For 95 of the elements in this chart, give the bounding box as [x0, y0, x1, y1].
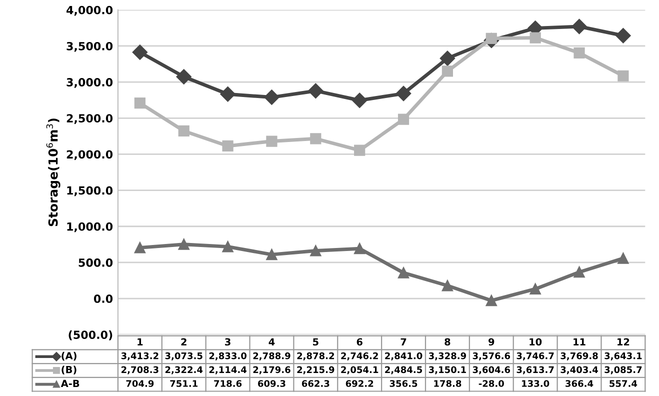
point [132, 44, 148, 60]
data-label: 2,484.5 [385, 366, 422, 374]
point [616, 28, 631, 44]
y-tick-label: 1,000.0 [67, 222, 113, 232]
y-tick-label: 4,000.0 [66, 6, 113, 16]
data-label: 718.6 [214, 380, 242, 387]
data-label: 2,179.6 [253, 366, 290, 374]
data-label: 3,085.7 [604, 366, 642, 374]
x-tick-label: 8 [444, 338, 450, 346]
data-label: 3,150.1 [428, 366, 466, 374]
y-tick-label: 3,500.0 [66, 42, 113, 52]
data-label: 178.8 [434, 380, 462, 387]
point [222, 241, 234, 252]
y-tick-label: 1,500.0 [67, 186, 113, 196]
point [398, 114, 410, 125]
legend-label: (A) [62, 352, 76, 361]
data-label: 751.1 [170, 380, 198, 387]
point [222, 140, 234, 152]
y-tick-label: 2,000.0 [66, 150, 113, 160]
data-label: 3,328.9 [428, 352, 466, 360]
data-label: 2,322.4 [165, 366, 203, 374]
data-label: 2,833.0 [209, 352, 246, 360]
point [308, 83, 324, 98]
data-label: -28.0 [478, 380, 504, 387]
point [220, 86, 236, 102]
point [486, 295, 497, 306]
point [572, 18, 587, 34]
x-tick-label: 12 [618, 338, 630, 346]
point [354, 243, 366, 254]
point [574, 266, 585, 278]
y-tick-label: 500.0 [78, 258, 113, 267]
data-label: 692.2 [346, 380, 374, 387]
x-tick-label: 10 [530, 338, 542, 346]
x-tick-label: 5 [313, 338, 318, 346]
y-tick-label: 2,500.0 [66, 114, 113, 124]
point [266, 136, 278, 147]
data-label: 3,413.2 [121, 352, 158, 360]
data-label: 2,215.9 [297, 366, 334, 374]
data-label: 3,073.5 [165, 352, 202, 360]
point [530, 32, 541, 44]
point [440, 50, 456, 66]
point [352, 92, 368, 108]
data-label: 2,788.9 [253, 352, 290, 360]
data-label: 2,054.1 [341, 366, 378, 374]
x-tick-label: 2 [181, 338, 186, 346]
x-tick-label: 6 [356, 338, 362, 346]
point [310, 245, 322, 256]
data-label: 3,576.6 [472, 352, 510, 360]
data-label: 609.3 [258, 380, 286, 387]
point [178, 125, 190, 137]
y-axis-title: Storage(10$^{6}$m$^{3}$) [46, 118, 60, 226]
point [310, 133, 322, 144]
data-label: 3,604.6 [472, 366, 510, 374]
x-tick-label: 4 [268, 338, 275, 346]
data-label: 2,878.2 [297, 352, 334, 360]
y-tick-label: (500.0) [68, 330, 112, 340]
point [618, 252, 629, 264]
data-label: 2,708.3 [122, 366, 158, 374]
y-tick-label: 0.0 [94, 294, 113, 303]
legend-label: (B) [62, 366, 76, 374]
point [134, 242, 146, 254]
x-tick-label: 7 [400, 338, 406, 346]
point [574, 47, 585, 59]
x-tick-label: 3 [225, 338, 230, 346]
legend-label: A-B [60, 380, 80, 387]
data-label: 3,746.7 [516, 352, 554, 360]
y-tick-label: 3,000.0 [66, 78, 113, 88]
data-label: 3,769.8 [560, 352, 598, 360]
point [266, 249, 278, 260]
point [442, 66, 454, 77]
point [264, 90, 280, 105]
data-label: 2,114.4 [209, 366, 247, 374]
point [530, 283, 541, 294]
data-label: 366.4 [566, 380, 594, 387]
data-label: 3,643.1 [604, 352, 642, 360]
data-label: 3,403.4 [560, 366, 598, 374]
data-label: 2,746.2 [341, 352, 378, 360]
x-tick-label: 11 [574, 338, 586, 346]
point [134, 98, 146, 109]
data-label: 704.9 [126, 380, 154, 387]
data-label: 356.5 [390, 380, 418, 387]
point [398, 267, 410, 278]
x-tick-label: 9 [488, 338, 494, 346]
data-label: 133.0 [522, 380, 550, 387]
data-label: 662.3 [302, 380, 330, 387]
point [618, 70, 629, 82]
data-label: 557.4 [610, 380, 638, 387]
data-label: 3,613.7 [516, 366, 554, 374]
data-label: 2,841.0 [385, 352, 422, 360]
point [442, 280, 454, 292]
point [354, 144, 366, 156]
point [396, 86, 412, 102]
x-tick-label: 1 [138, 338, 143, 346]
point [176, 69, 192, 84]
point [178, 238, 190, 250]
